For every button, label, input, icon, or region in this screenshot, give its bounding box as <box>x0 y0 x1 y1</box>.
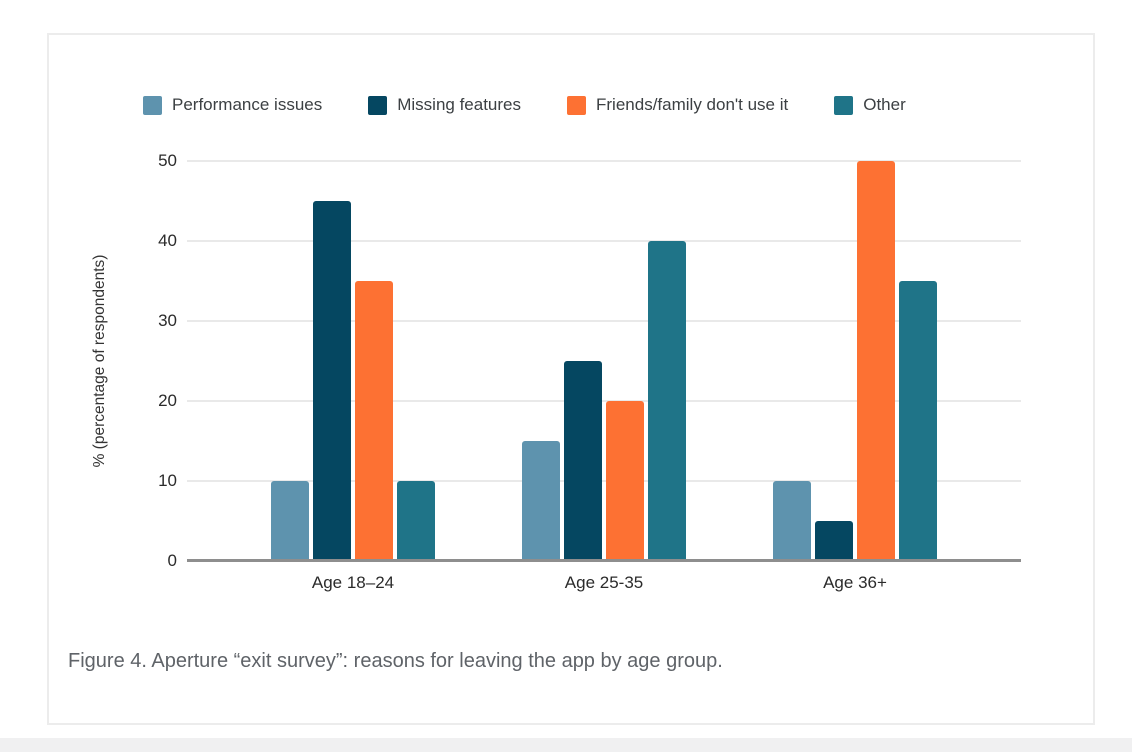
y-tick-label: 10 <box>158 471 177 490</box>
legend-item: Friends/family don't use it <box>567 95 788 115</box>
legend-swatch <box>368 95 388 115</box>
bar <box>648 241 686 561</box>
y-axis-title: % (percentage of respondents) <box>91 254 108 468</box>
legend-label: Other <box>863 95 906 114</box>
legend-label: Performance issues <box>172 95 323 114</box>
gridline <box>187 320 1021 322</box>
bar <box>355 281 393 561</box>
legend-label: Missing features <box>397 95 522 114</box>
legend-swatch <box>834 95 854 115</box>
page-bottom-strip <box>0 738 1132 752</box>
legend-label: Friends/family don't use it <box>596 95 789 114</box>
legend-item: Other <box>834 95 906 115</box>
bar <box>899 281 937 561</box>
x-axis-label: Age 18–24 <box>311 573 395 592</box>
bar-group <box>271 161 435 561</box>
bar <box>313 201 351 561</box>
chart-legend: Performance issues Missing features Friend… <box>143 95 906 115</box>
plot-area: Age 18–24 Age 25-35 Age 36+ <box>187 160 1021 592</box>
bar <box>522 441 560 561</box>
bar <box>397 481 435 561</box>
y-tick-label: 30 <box>158 311 177 330</box>
bar-group <box>773 161 937 561</box>
legend-swatch <box>567 95 587 115</box>
figure-card: Performance issues Missing features Friend… <box>47 33 1095 725</box>
figure-caption: Figure 4. Aperture “exit survey”: reason… <box>68 650 723 672</box>
legend-item: Performance issues <box>143 95 322 115</box>
legend-item: Missing features <box>368 95 521 115</box>
bar-group <box>522 161 686 561</box>
x-axis-line <box>187 559 1021 562</box>
gridline <box>187 160 1021 162</box>
y-tick-label: 0 <box>167 551 177 570</box>
bar <box>271 481 309 561</box>
bar <box>606 401 644 561</box>
gridline <box>187 480 1021 482</box>
x-axis-label: Age 36+ <box>823 573 887 592</box>
bar <box>564 361 602 561</box>
bar <box>773 481 811 561</box>
bar <box>815 521 853 561</box>
gridline <box>187 400 1021 402</box>
y-tick-label: 40 <box>158 231 177 250</box>
bar <box>857 161 895 561</box>
y-tick-label: 50 <box>158 151 177 170</box>
x-axis-label: Age 25-35 <box>564 573 644 592</box>
legend-swatch <box>143 95 162 115</box>
gridline <box>187 240 1021 242</box>
y-tick-label: 20 <box>158 391 177 410</box>
